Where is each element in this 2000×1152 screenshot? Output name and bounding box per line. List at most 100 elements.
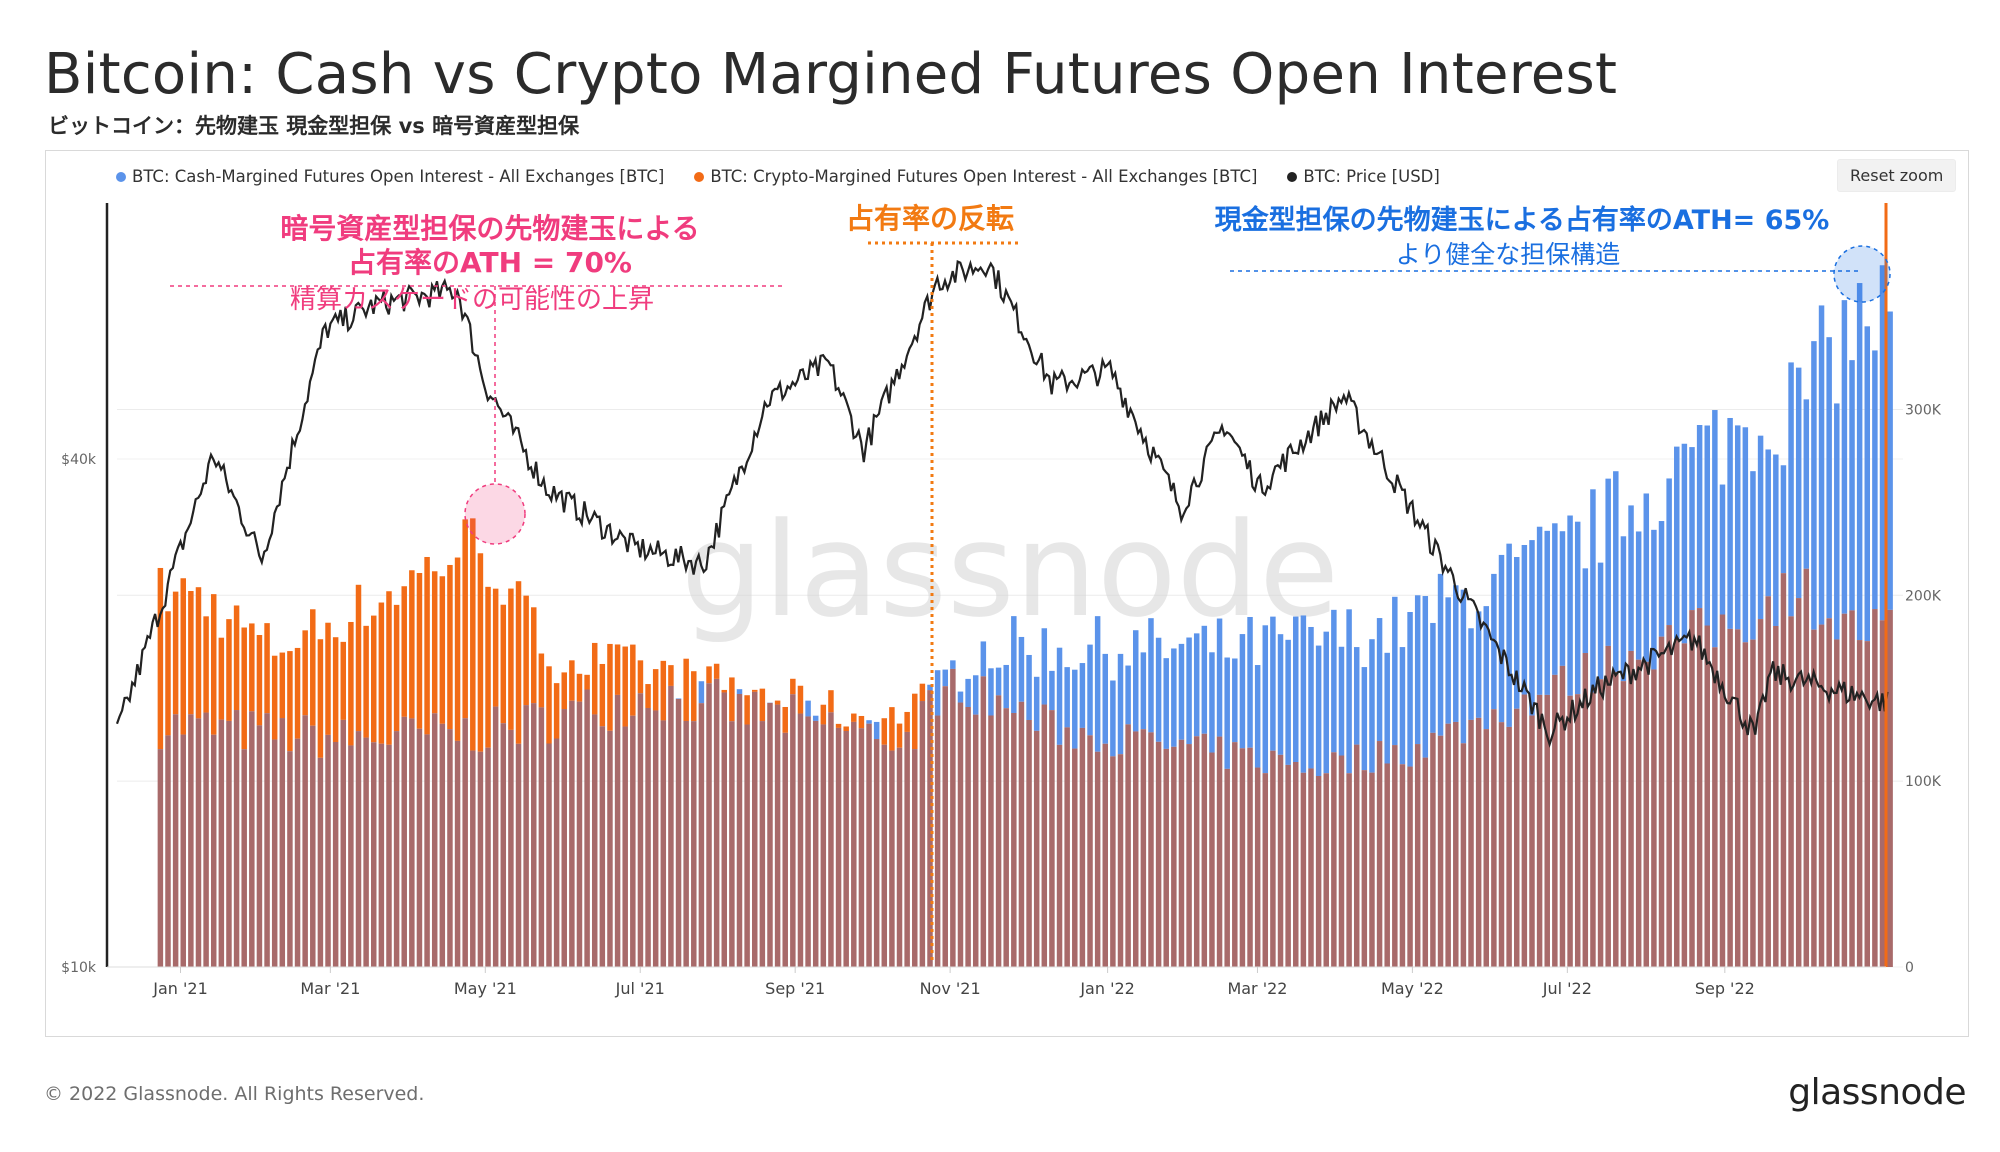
oi-bar-top — [1872, 350, 1878, 610]
oi-bar-top — [782, 706, 788, 733]
oi-bar-top — [1613, 471, 1619, 672]
oi-bar-top — [1315, 645, 1322, 777]
oi-bar-overlap — [630, 715, 636, 967]
oi-bar-overlap — [317, 757, 324, 967]
oi-bar-top — [454, 557, 461, 741]
oi-bar-overlap — [325, 734, 331, 967]
oi-bar-overlap — [203, 712, 209, 967]
oi-bar-top — [843, 726, 849, 731]
oi-bar-overlap — [645, 707, 651, 967]
oi-bar-top — [965, 678, 971, 708]
oi-bar-top — [386, 591, 392, 745]
oi-bar-top — [1681, 443, 1688, 644]
annotation-right-line1: 現金型担保の先物建玉による占有率のATH= 65% — [1215, 204, 1830, 236]
oi-bar-overlap — [1887, 609, 1893, 967]
oi-bar-top — [431, 571, 438, 714]
legend-item-cash[interactable]: BTC: Cash-Margined Futures Open Interest… — [116, 167, 664, 186]
oi-bar-overlap — [1483, 729, 1490, 967]
oi-bar-overlap — [1407, 766, 1413, 967]
oi-bar-overlap — [1376, 741, 1383, 967]
oi-bar-top — [1376, 618, 1383, 742]
oi-bar-overlap — [1094, 751, 1101, 967]
oi-bar-top — [416, 572, 423, 729]
oi-bar-top — [1856, 283, 1863, 641]
footer-logo[interactable]: glassnode — [1788, 1072, 1966, 1113]
oi-bar-overlap — [477, 751, 484, 967]
x-tick-label: Mar '21 — [300, 979, 360, 998]
oi-bar-top — [1498, 554, 1505, 723]
oi-bar-overlap — [256, 725, 263, 967]
oi-bar-overlap — [1293, 762, 1299, 967]
oi-bar-overlap — [492, 706, 499, 967]
oi-bar-overlap — [843, 730, 849, 967]
oi-bar-overlap — [1559, 665, 1566, 967]
oi-bar-top — [371, 615, 377, 743]
y-left-tick-label: $10k — [61, 960, 97, 976]
oi-bar-top — [302, 630, 308, 716]
oi-bar-overlap — [431, 713, 438, 967]
oi-bar-top — [1643, 493, 1650, 662]
oi-bar-top — [576, 673, 583, 702]
oi-bar-top — [1445, 597, 1451, 724]
oi-bar-overlap — [957, 702, 964, 967]
oi-bar-overlap — [1384, 763, 1390, 967]
reset-zoom-button[interactable]: Reset zoom — [1837, 159, 1957, 192]
oi-bar-top — [531, 607, 537, 704]
page-title: Bitcoin: Cash vs Crypto Margined Futures… — [44, 42, 1618, 107]
oi-bar-overlap — [1658, 636, 1665, 967]
oi-bar-top — [1658, 521, 1665, 637]
oi-bar-overlap — [279, 718, 286, 967]
oi-bar-overlap — [683, 720, 689, 967]
oi-bar-top — [805, 700, 811, 717]
oi-bar-overlap — [1216, 736, 1223, 967]
oi-bar-overlap — [1498, 722, 1505, 967]
oi-bar-top — [1254, 665, 1261, 768]
annotation-left-line3: 精算カスケードの可能性の上昇 — [290, 285, 654, 315]
x-tick-label: Sep '21 — [765, 979, 825, 998]
oi-bar-top — [1430, 622, 1436, 733]
oi-bar-top — [256, 635, 263, 726]
oi-bar-top — [462, 519, 468, 719]
legend-item-crypto[interactable]: BTC: Crypto-Margined Futures Open Intere… — [694, 167, 1257, 186]
oi-bar-overlap — [1628, 650, 1634, 967]
oi-bar-top — [348, 621, 354, 746]
oi-bar-top — [1849, 360, 1855, 611]
oi-bar-overlap — [165, 735, 171, 967]
legend-item-price[interactable]: BTC: Price [USD] — [1287, 167, 1440, 186]
oi-bar-top — [1346, 609, 1352, 774]
oi-bar-overlap — [1590, 692, 1596, 967]
oi-bar-overlap — [386, 744, 392, 967]
oi-bar-top — [1696, 425, 1703, 609]
oi-bar-top — [1163, 658, 1169, 749]
oi-bar-top — [1384, 652, 1390, 764]
oi-bar-top — [812, 715, 819, 721]
oi-bar-overlap — [1087, 735, 1093, 967]
oi-bar-top — [1125, 665, 1131, 725]
oi-bar-top — [1811, 341, 1817, 630]
oi-bar-top — [912, 693, 918, 750]
oi-bar-overlap — [508, 729, 514, 967]
oi-bar-overlap — [1567, 695, 1573, 967]
oi-bar-overlap — [1209, 752, 1215, 967]
oi-bar-overlap — [1613, 671, 1619, 967]
oi-bar-overlap — [1643, 661, 1650, 967]
oi-bar-overlap — [1323, 773, 1329, 967]
oi-bar-overlap — [637, 693, 644, 967]
oi-bar-overlap — [1125, 724, 1131, 967]
oi-bar-overlap — [371, 742, 377, 967]
oi-bar-top — [1628, 505, 1634, 651]
oi-bar-overlap — [1437, 735, 1444, 967]
oi-bar-top — [607, 643, 613, 731]
annotation-left-circle — [464, 483, 526, 545]
x-tick-label: Jan '21 — [152, 979, 208, 998]
annotation-middle: 占有率の反転 — [846, 202, 1014, 235]
oi-bar-overlap — [873, 739, 880, 967]
oi-bar-overlap — [1018, 701, 1025, 967]
oi-bar-overlap — [424, 734, 430, 967]
oi-bar-top — [1285, 639, 1291, 765]
oi-bar-top — [1879, 265, 1886, 621]
oi-bar-top — [652, 669, 659, 711]
x-tick-label: Nov '21 — [920, 979, 981, 998]
oi-bar-overlap — [1026, 719, 1032, 967]
oi-bar-top — [1064, 667, 1070, 728]
